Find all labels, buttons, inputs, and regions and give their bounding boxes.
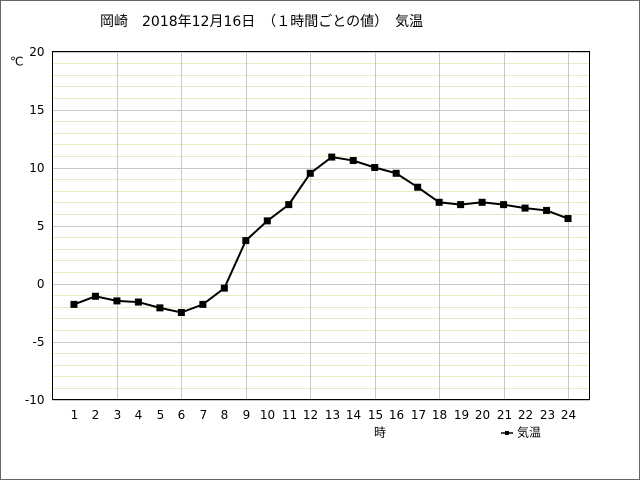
x-tick-label: 19	[454, 408, 469, 422]
y-unit: ℃	[10, 55, 23, 69]
point-marker	[220, 284, 228, 292]
x-tick-label: 17	[411, 408, 426, 422]
point-marker	[91, 292, 99, 300]
point-marker	[242, 237, 250, 245]
x-tick-label: 14	[346, 408, 361, 422]
x-tick-label: 16	[389, 408, 404, 422]
y-tick-label: 5	[37, 219, 45, 233]
y-tick-label: 0	[37, 277, 45, 291]
x-tick-label: 23	[540, 408, 555, 422]
point-marker	[371, 164, 379, 171]
legend-label: 気温	[517, 425, 541, 440]
point-marker	[285, 201, 293, 209]
y-tick-label: -5	[33, 335, 45, 349]
point-marker	[414, 183, 422, 191]
point-marker	[177, 309, 185, 316]
point-marker	[435, 198, 443, 206]
x-tick-label: 3	[114, 408, 122, 422]
point-marker	[500, 201, 508, 209]
x-tick-label: 24	[561, 408, 576, 422]
y-tick-label: 15	[29, 103, 44, 117]
x-tick-label: 13	[325, 408, 340, 422]
x-tick-label: 11	[282, 408, 297, 422]
point-marker	[564, 215, 572, 223]
chart-title: 岡崎 2018年12月16日 （１時間ごとの値） 気温	[100, 14, 423, 30]
x-tick-label: 8	[221, 408, 229, 422]
point-marker	[263, 217, 271, 225]
x-tick-label: 20	[475, 408, 490, 422]
x-tick-label: 22	[518, 408, 533, 422]
point-marker	[478, 198, 486, 206]
point-marker	[70, 300, 78, 308]
x-tick-label: 18	[432, 408, 447, 422]
x-tick-label: 10	[260, 408, 275, 422]
x-tick-label: 7	[200, 408, 208, 422]
y-tick-label: 10	[29, 161, 44, 175]
x-tick-label: 1	[71, 408, 79, 422]
x-tick-label: 12	[303, 408, 318, 422]
point-marker	[328, 153, 336, 161]
x-tick-label: 15	[368, 408, 383, 422]
x-tick-label: 2	[92, 408, 100, 422]
series-line	[73, 156, 569, 314]
point-marker	[521, 204, 529, 212]
point-marker	[113, 297, 121, 305]
point-marker	[349, 157, 357, 165]
point-marker	[199, 300, 207, 308]
point-marker	[392, 169, 400, 177]
y-tick-label: -10	[25, 393, 45, 407]
legend-marker	[505, 431, 509, 435]
x-axis-label: 時	[374, 426, 386, 440]
x-tick-label: 21	[497, 408, 512, 422]
grid	[52, 51, 590, 401]
point-marker	[156, 304, 164, 312]
x-tick-label: 4	[135, 408, 143, 422]
point-marker	[306, 169, 314, 177]
point-marker	[134, 298, 142, 306]
x-tick-label: 6	[178, 408, 186, 422]
plot-border	[52, 51, 590, 400]
x-tick-label: 9	[243, 408, 251, 422]
x-tick-label: 5	[157, 408, 165, 422]
point-marker	[457, 201, 465, 209]
y-tick-label: 20	[29, 45, 44, 59]
point-marker	[543, 206, 551, 214]
